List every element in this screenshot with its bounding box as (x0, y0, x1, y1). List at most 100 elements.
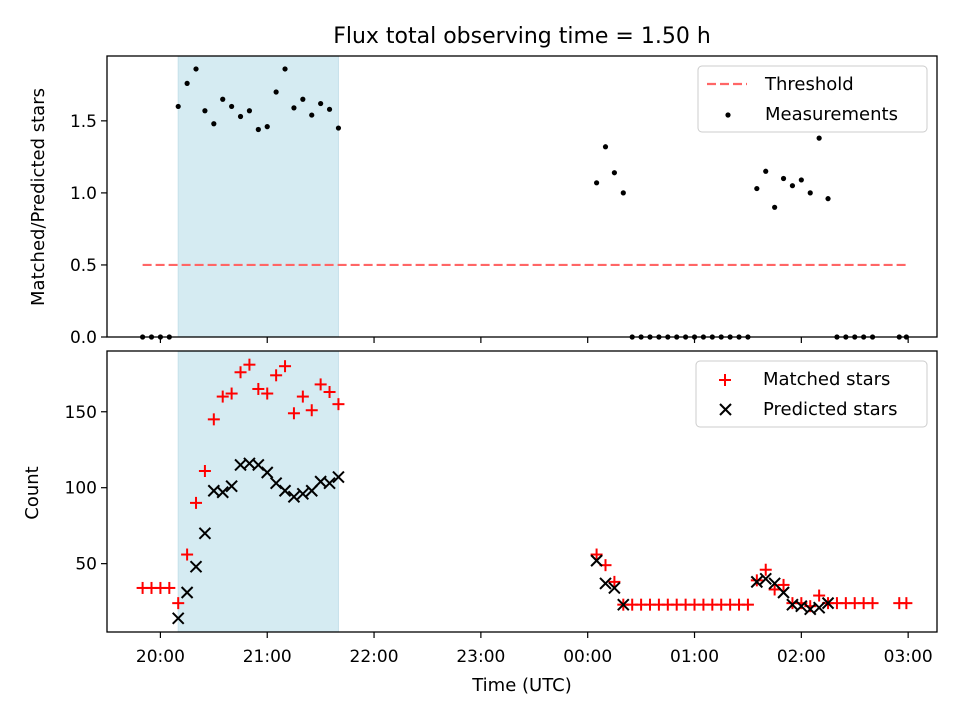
matched-star-point (234, 366, 247, 379)
predicted-star-point (278, 484, 292, 497)
ratio-y-axis-label: Matched/Predicted stars (28, 88, 49, 306)
x-tick-label: 01:00 (670, 647, 719, 667)
matched-star-point (243, 358, 256, 371)
y-tick-label: 1.0 (70, 184, 97, 204)
y-tick-label: 50 (75, 555, 97, 575)
chart-title: Flux total observing time = 1.50 h (333, 24, 711, 49)
matched-star-point (225, 387, 238, 400)
predicted-star-point (323, 476, 336, 490)
x-stroke-b (225, 479, 238, 493)
measurement-point (602, 144, 609, 150)
x-stroke-b (261, 466, 274, 479)
predicted-star-point (198, 527, 212, 540)
predicted-star-point (296, 487, 310, 500)
measurement-point (309, 112, 315, 118)
predicted-star-point (599, 577, 612, 590)
predicted-star-point (617, 598, 630, 611)
matched-star-point (198, 464, 211, 477)
ratio-y-ticks: 0.0 0.5 1.0 1.5 (70, 112, 107, 348)
matched-star-point (190, 496, 203, 509)
predicted-star-point (180, 586, 194, 599)
predicted-star-point (225, 479, 238, 493)
measurement-point (220, 96, 226, 102)
predicted-star-point (821, 596, 835, 610)
count-legend: Matched stars Predicted stars (695, 360, 928, 428)
measurement-point (202, 108, 208, 114)
measurement-point (825, 196, 831, 202)
matched-star-point (314, 378, 327, 391)
legend-matched-label: Matched stars (763, 369, 890, 390)
ratio-x-ticks (159, 337, 909, 343)
matched-star-point (305, 404, 318, 417)
measurement-point (246, 108, 253, 114)
y-tick-label: 150 (65, 403, 97, 423)
matched-star-point (759, 563, 772, 576)
predicted-star-point (795, 599, 808, 613)
matched-star-point (172, 597, 185, 610)
legend-predicted-label: Predicted stars (763, 399, 897, 420)
count-y-axis-label: Count (22, 466, 43, 519)
measurement-points (140, 66, 909, 340)
matched-star-point (332, 398, 345, 411)
predicted-star-point (189, 560, 203, 573)
measurement-point (211, 121, 217, 127)
matched-star-point (181, 548, 194, 561)
matched-star-point (590, 548, 603, 561)
measurement-point (175, 103, 181, 110)
x-stroke-b (234, 458, 247, 472)
x-stroke-b (323, 476, 336, 490)
measurement-point (335, 125, 342, 131)
legend-matched-swatch (719, 374, 731, 386)
measurement-point (789, 183, 796, 189)
matched-star-point (768, 583, 781, 596)
measurement-point (620, 190, 626, 196)
matched-star-point (207, 413, 220, 426)
ratio-highlight-span (177, 55, 339, 338)
measurement-point (593, 180, 600, 186)
measurement-point (291, 105, 297, 111)
measurement-point (273, 89, 279, 95)
matched-star-point (777, 578, 790, 591)
x-stroke-b (296, 487, 310, 500)
x-stroke-b (172, 612, 185, 625)
x-stroke-b (180, 586, 194, 599)
x-tick-label: 21:00 (243, 647, 292, 667)
legend-measurements-label: Measurements (765, 104, 898, 125)
matched-star-point (813, 589, 826, 602)
x-stroke-b (216, 486, 229, 499)
measurement-point (255, 126, 261, 133)
matched-star-point (279, 360, 292, 373)
measurement-point (816, 135, 822, 141)
count-y-ticks: 50 100 150 (65, 403, 107, 575)
predicted-star-point (261, 466, 274, 479)
measurement-point (300, 96, 306, 102)
matched-star-point (608, 575, 621, 588)
x-stroke-b (777, 586, 790, 599)
predicted-star-point (777, 586, 790, 599)
x-stroke-b (759, 572, 772, 586)
measurement-point (282, 66, 288, 72)
x-stroke-b (590, 554, 603, 567)
y-tick-label: 0.5 (70, 256, 97, 276)
ratio-legend: Threshold Measurements (697, 65, 928, 133)
predicted-star-point (608, 581, 621, 595)
predicted-star-point (759, 572, 772, 586)
legend-predicted-swatch (719, 403, 732, 416)
measurement-point (780, 175, 787, 182)
x-stroke-b (278, 484, 292, 497)
measurement-point (763, 168, 769, 174)
x-stroke-b (812, 601, 826, 614)
measurement-point (184, 80, 190, 86)
measurement-point (229, 103, 235, 110)
matched-star-point (866, 597, 879, 610)
y-tick-label: 1.5 (70, 112, 97, 132)
matched-star-point (216, 390, 229, 403)
predicted-star-point (750, 575, 764, 589)
x-stroke-b (599, 577, 612, 590)
x-stroke-b (269, 476, 283, 490)
x-stroke-b (750, 575, 764, 589)
count-x-ticks: 20:00 21:00 22:00 23:00 00:00 01:00 02:00 03:00 (136, 632, 933, 667)
x-tick-label: 03:00 (884, 647, 933, 667)
ratio-panel: Flux total observing time = 1.50 h 0.00.… (28, 24, 938, 348)
